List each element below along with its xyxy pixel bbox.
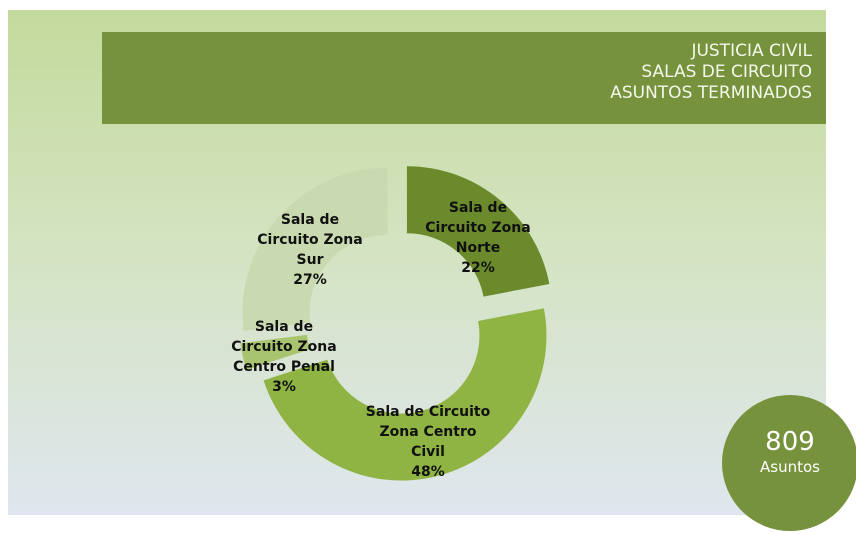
title-line: SALAS DE CIRCUITO <box>641 62 812 82</box>
slice-label: Sala de Circuito Zona Norte 22% <box>418 198 538 278</box>
total-label: Asuntos <box>760 458 820 476</box>
slice-value: 3% <box>272 379 296 395</box>
slice-value: 22% <box>461 260 495 276</box>
donut-slice <box>240 334 311 370</box>
slice-category: Sala de Circuito Zona Centro Civil <box>365 404 491 460</box>
slice-label: Sala de Circuito Zona Centro Civil 48% <box>363 402 493 482</box>
donut-slice <box>406 166 550 297</box>
title-line: JUSTICIA CIVIL <box>691 41 812 61</box>
total-value: 809 <box>765 427 815 457</box>
total-badge: 809 Asuntos <box>722 395 856 531</box>
slice-category: Sala de Circuito Zona Norte <box>425 200 531 256</box>
slice-value: 27% <box>293 272 327 288</box>
slice-value: 48% <box>411 464 445 480</box>
title-band: JUSTICIA CIVIL SALAS DE CIRCUITO ASUNTOS… <box>102 32 826 124</box>
slice-label: Sala de Circuito Zona Sur 27% <box>250 210 370 290</box>
donut-slice <box>263 308 547 481</box>
slice-label: Sala de Circuito Zona Centro Penal 3% <box>224 317 344 397</box>
slice-category: Sala de Circuito Zona Sur <box>257 212 363 268</box>
donut-slice <box>242 167 388 331</box>
slice-category: Sala de Circuito Zona Centro Penal <box>231 319 337 375</box>
title-line: ASUNTOS TERMINADOS <box>610 83 812 103</box>
